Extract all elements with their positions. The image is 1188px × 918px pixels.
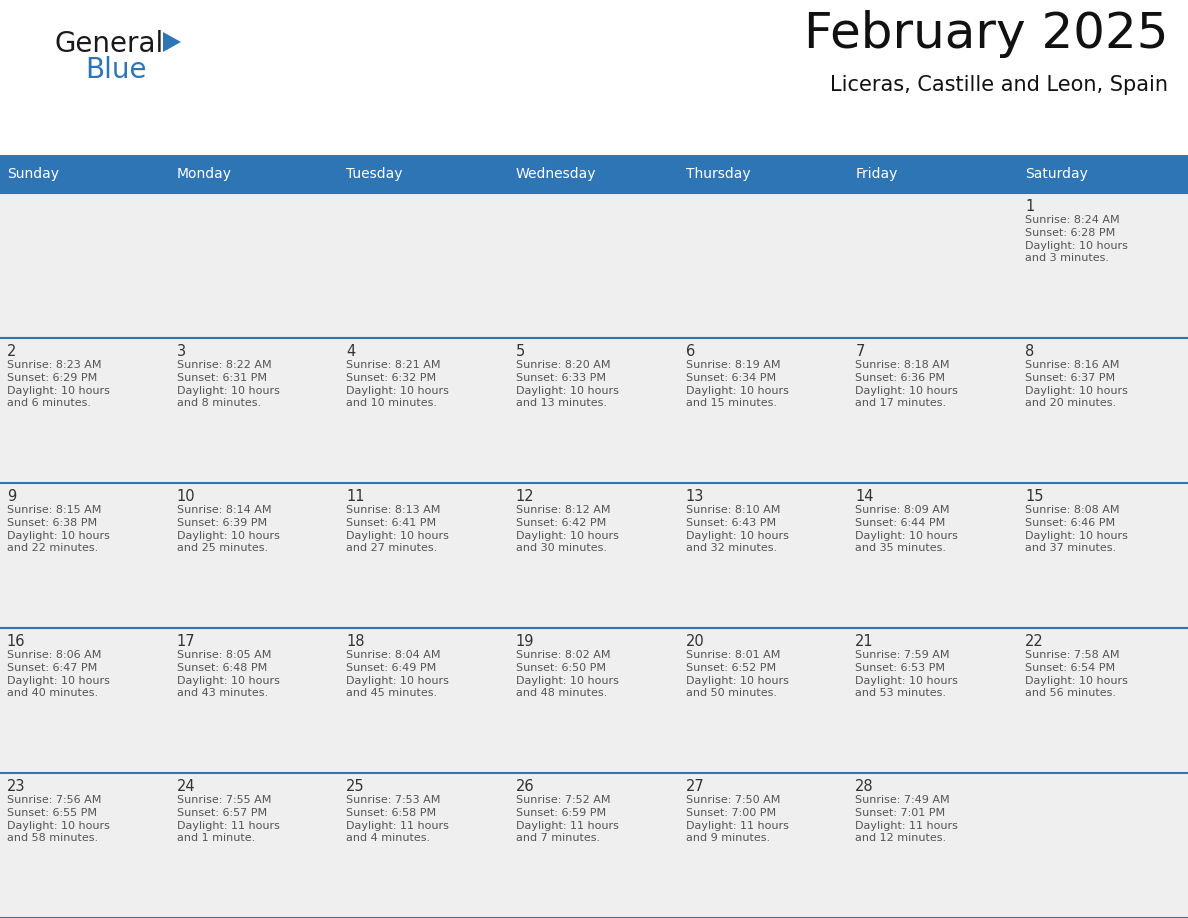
Text: Sunrise: 8:08 AM
Sunset: 6:46 PM
Daylight: 10 hours
and 37 minutes.: Sunrise: 8:08 AM Sunset: 6:46 PM Dayligh… [1025,505,1127,554]
Text: 23: 23 [7,779,25,794]
Bar [0,773,1188,918]
Text: Sunrise: 8:24 AM
Sunset: 6:28 PM
Daylight: 10 hours
and 3 minutes.: Sunrise: 8:24 AM Sunset: 6:28 PM Dayligh… [1025,215,1127,263]
Text: Sunrise: 7:49 AM
Sunset: 7:01 PM
Daylight: 11 hours
and 12 minutes.: Sunrise: 7:49 AM Sunset: 7:01 PM Dayligh… [855,795,959,844]
Text: Sunrise: 8:21 AM
Sunset: 6:32 PM
Daylight: 10 hours
and 10 minutes.: Sunrise: 8:21 AM Sunset: 6:32 PM Dayligh… [346,360,449,409]
Text: 6: 6 [685,344,695,359]
Text: 12: 12 [516,489,535,504]
Text: Friday: Friday [855,167,898,181]
Text: 10: 10 [177,489,195,504]
Text: 28: 28 [855,779,874,794]
Text: General: General [55,30,164,58]
Text: 24: 24 [177,779,195,794]
Text: Sunrise: 8:18 AM
Sunset: 6:36 PM
Daylight: 10 hours
and 17 minutes.: Sunrise: 8:18 AM Sunset: 6:36 PM Dayligh… [855,360,959,409]
Text: Tuesday: Tuesday [346,167,403,181]
Text: February 2025: February 2025 [803,10,1168,58]
Text: 11: 11 [346,489,365,504]
Text: Sunrise: 8:15 AM
Sunset: 6:38 PM
Daylight: 10 hours
and 22 minutes.: Sunrise: 8:15 AM Sunset: 6:38 PM Dayligh… [7,505,109,554]
Text: 21: 21 [855,634,874,649]
Text: Sunrise: 8:04 AM
Sunset: 6:49 PM
Daylight: 10 hours
and 45 minutes.: Sunrise: 8:04 AM Sunset: 6:49 PM Dayligh… [346,650,449,699]
Text: Thursday: Thursday [685,167,751,181]
Text: 19: 19 [516,634,535,649]
Text: 15: 15 [1025,489,1043,504]
Text: Sunday: Sunday [7,167,58,181]
Bar [0,628,1188,773]
Text: 26: 26 [516,779,535,794]
Text: 8: 8 [1025,344,1035,359]
Text: Liceras, Castille and Leon, Spain: Liceras, Castille and Leon, Spain [830,75,1168,95]
Text: Sunrise: 7:50 AM
Sunset: 7:00 PM
Daylight: 11 hours
and 9 minutes.: Sunrise: 7:50 AM Sunset: 7:00 PM Dayligh… [685,795,789,844]
Text: 25: 25 [346,779,365,794]
Text: 14: 14 [855,489,874,504]
Text: Wednesday: Wednesday [516,167,596,181]
Text: 1: 1 [1025,199,1035,214]
Bar [0,193,1188,338]
Text: 13: 13 [685,489,704,504]
Polygon shape [163,32,181,52]
Text: Sunrise: 8:14 AM
Sunset: 6:39 PM
Daylight: 10 hours
and 25 minutes.: Sunrise: 8:14 AM Sunset: 6:39 PM Dayligh… [177,505,279,554]
Text: Sunrise: 7:58 AM
Sunset: 6:54 PM
Daylight: 10 hours
and 56 minutes.: Sunrise: 7:58 AM Sunset: 6:54 PM Dayligh… [1025,650,1127,699]
Text: 4: 4 [346,344,355,359]
Text: Sunrise: 7:52 AM
Sunset: 6:59 PM
Daylight: 11 hours
and 7 minutes.: Sunrise: 7:52 AM Sunset: 6:59 PM Dayligh… [516,795,619,844]
Text: Sunrise: 7:56 AM
Sunset: 6:55 PM
Daylight: 10 hours
and 58 minutes.: Sunrise: 7:56 AM Sunset: 6:55 PM Dayligh… [7,795,109,844]
Bar [0,338,1188,483]
Text: 22: 22 [1025,634,1044,649]
Bar [0,483,1188,628]
Text: Sunrise: 8:22 AM
Sunset: 6:31 PM
Daylight: 10 hours
and 8 minutes.: Sunrise: 8:22 AM Sunset: 6:31 PM Dayligh… [177,360,279,409]
Text: 18: 18 [346,634,365,649]
Text: Sunrise: 8:01 AM
Sunset: 6:52 PM
Daylight: 10 hours
and 50 minutes.: Sunrise: 8:01 AM Sunset: 6:52 PM Dayligh… [685,650,789,699]
Bar [0,155,1188,193]
Text: Saturday: Saturday [1025,167,1088,181]
Text: Sunrise: 8:02 AM
Sunset: 6:50 PM
Daylight: 10 hours
and 48 minutes.: Sunrise: 8:02 AM Sunset: 6:50 PM Dayligh… [516,650,619,699]
Text: 2: 2 [7,344,17,359]
Text: 5: 5 [516,344,525,359]
Text: Sunrise: 7:55 AM
Sunset: 6:57 PM
Daylight: 11 hours
and 1 minute.: Sunrise: 7:55 AM Sunset: 6:57 PM Dayligh… [177,795,279,844]
Text: Sunrise: 7:53 AM
Sunset: 6:58 PM
Daylight: 11 hours
and 4 minutes.: Sunrise: 7:53 AM Sunset: 6:58 PM Dayligh… [346,795,449,844]
Text: Sunrise: 8:12 AM
Sunset: 6:42 PM
Daylight: 10 hours
and 30 minutes.: Sunrise: 8:12 AM Sunset: 6:42 PM Dayligh… [516,505,619,554]
Text: 27: 27 [685,779,704,794]
Text: Sunrise: 8:20 AM
Sunset: 6:33 PM
Daylight: 10 hours
and 13 minutes.: Sunrise: 8:20 AM Sunset: 6:33 PM Dayligh… [516,360,619,409]
Text: 20: 20 [685,634,704,649]
Text: Sunrise: 8:23 AM
Sunset: 6:29 PM
Daylight: 10 hours
and 6 minutes.: Sunrise: 8:23 AM Sunset: 6:29 PM Dayligh… [7,360,109,409]
Text: 17: 17 [177,634,195,649]
Text: Sunrise: 8:16 AM
Sunset: 6:37 PM
Daylight: 10 hours
and 20 minutes.: Sunrise: 8:16 AM Sunset: 6:37 PM Dayligh… [1025,360,1127,409]
Text: 7: 7 [855,344,865,359]
Text: Sunrise: 8:13 AM
Sunset: 6:41 PM
Daylight: 10 hours
and 27 minutes.: Sunrise: 8:13 AM Sunset: 6:41 PM Dayligh… [346,505,449,554]
Text: Sunrise: 8:19 AM
Sunset: 6:34 PM
Daylight: 10 hours
and 15 minutes.: Sunrise: 8:19 AM Sunset: 6:34 PM Dayligh… [685,360,789,409]
Text: Sunrise: 8:09 AM
Sunset: 6:44 PM
Daylight: 10 hours
and 35 minutes.: Sunrise: 8:09 AM Sunset: 6:44 PM Dayligh… [855,505,959,554]
Text: 3: 3 [177,344,185,359]
Text: 16: 16 [7,634,25,649]
Text: Sunrise: 8:06 AM
Sunset: 6:47 PM
Daylight: 10 hours
and 40 minutes.: Sunrise: 8:06 AM Sunset: 6:47 PM Dayligh… [7,650,109,699]
Text: 9: 9 [7,489,17,504]
Text: Blue: Blue [86,56,146,84]
Text: Monday: Monday [177,167,232,181]
Text: Sunrise: 7:59 AM
Sunset: 6:53 PM
Daylight: 10 hours
and 53 minutes.: Sunrise: 7:59 AM Sunset: 6:53 PM Dayligh… [855,650,959,699]
Text: Sunrise: 8:10 AM
Sunset: 6:43 PM
Daylight: 10 hours
and 32 minutes.: Sunrise: 8:10 AM Sunset: 6:43 PM Dayligh… [685,505,789,554]
Text: Sunrise: 8:05 AM
Sunset: 6:48 PM
Daylight: 10 hours
and 43 minutes.: Sunrise: 8:05 AM Sunset: 6:48 PM Dayligh… [177,650,279,699]
